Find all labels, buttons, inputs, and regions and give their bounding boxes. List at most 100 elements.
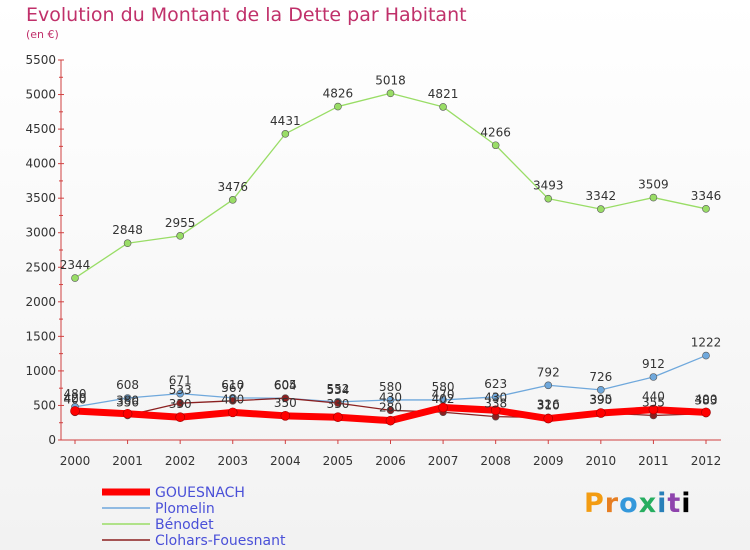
data-label: 2344	[60, 258, 91, 272]
proxiti-logo: Proxiti	[584, 488, 692, 519]
y-tick-label: 4500	[25, 122, 56, 136]
data-label: 430	[379, 390, 402, 404]
data-label: 383	[695, 394, 718, 408]
data-label: 400	[221, 392, 244, 406]
y-tick-label: 5500	[25, 53, 56, 67]
data-label: 350	[274, 396, 297, 410]
data-label: 3342	[586, 189, 617, 203]
y-tick-label: 0	[48, 433, 56, 447]
x-tick-label: 2002	[165, 454, 196, 468]
data-point	[176, 389, 184, 398]
data-point	[123, 239, 132, 248]
data-label: 420	[64, 391, 87, 405]
data-point	[702, 205, 710, 213]
data-label: 4266	[480, 125, 511, 139]
data-point	[333, 412, 343, 423]
data-label: 402	[432, 392, 455, 406]
data-point	[176, 232, 184, 240]
data-label: 330	[326, 397, 349, 411]
y-tick-label: 3500	[25, 191, 56, 205]
data-label: 792	[537, 365, 560, 379]
data-point	[281, 394, 290, 403]
data-point	[491, 393, 500, 401]
data-point	[649, 193, 658, 202]
data-label: 2955	[165, 216, 196, 230]
data-label: 330	[169, 397, 192, 411]
data-point	[334, 399, 342, 407]
y-tick-label: 2000	[25, 295, 56, 309]
data-point	[544, 381, 553, 390]
legend-label: Bénodet	[155, 517, 214, 533]
data-label: 533	[169, 383, 192, 397]
y-tick-label: 5000	[25, 88, 56, 102]
data-point	[228, 397, 237, 405]
data-label: 400	[695, 392, 718, 406]
data-point	[544, 194, 553, 203]
data-point	[438, 402, 448, 413]
data-point	[122, 408, 133, 419]
y-tick-label: 1500	[25, 329, 56, 343]
data-label: 380	[116, 394, 139, 408]
data-label: 623	[484, 377, 507, 391]
data-point	[543, 413, 554, 424]
data-label: 4821	[428, 87, 459, 101]
legend-label: GOUESNACH	[155, 485, 245, 501]
data-label: 4826	[323, 87, 354, 101]
data-label: 480	[64, 387, 87, 401]
data-label: 430	[484, 390, 507, 404]
data-label: 355	[642, 395, 665, 409]
data-point	[71, 274, 79, 282]
data-label: 470	[432, 388, 455, 402]
data-point	[228, 196, 237, 204]
data-point	[175, 412, 185, 423]
data-point	[596, 408, 606, 418]
y-tick-label: 500	[33, 398, 56, 412]
x-tick-label: 2007	[428, 454, 459, 468]
data-point	[386, 396, 395, 404]
data-label: 395	[589, 393, 612, 407]
data-label: 3476	[217, 180, 248, 194]
data-label: 400	[64, 392, 87, 406]
x-tick-label: 2000	[60, 454, 91, 468]
data-point	[123, 394, 132, 402]
data-label: 726	[589, 370, 612, 384]
data-label: 338	[484, 397, 507, 411]
data-label: 580	[379, 380, 402, 394]
data-point	[227, 407, 238, 418]
chart-subtitle: (en €)	[26, 28, 59, 41]
data-label: 605	[274, 378, 297, 392]
x-tick-label: 2004	[270, 454, 301, 468]
data-label: 1222	[691, 336, 722, 350]
x-tick-label: 2006	[375, 454, 406, 468]
data-point	[491, 141, 500, 150]
data-label: 552	[326, 382, 349, 396]
data-label: 390	[589, 393, 612, 407]
data-label: 912	[642, 357, 665, 371]
series-line-b-nodet	[74, 92, 707, 279]
data-point	[597, 205, 605, 213]
data-point	[70, 406, 80, 416]
data-label: 326	[537, 397, 560, 411]
x-tick-label: 2012	[691, 454, 722, 468]
data-point	[597, 386, 605, 394]
y-tick-label: 2500	[25, 260, 56, 274]
data-label: 280	[379, 401, 402, 415]
data-label: 2848	[112, 223, 143, 237]
data-point	[439, 103, 447, 111]
legend-label: Clohars-Fouesnant	[155, 533, 286, 549]
x-tick-label: 2005	[323, 454, 354, 468]
data-point	[334, 102, 342, 111]
data-point	[386, 89, 395, 98]
y-tick-label: 1000	[25, 364, 56, 378]
data-point	[280, 411, 291, 421]
x-tick-label: 2008	[480, 454, 511, 468]
data-label: 3346	[691, 189, 722, 203]
data-point	[386, 406, 395, 415]
chart-title: Evolution du Montant de la Dette par Hab…	[26, 4, 467, 26]
legend-label: Plomelin	[155, 501, 215, 517]
data-point	[701, 407, 711, 418]
data-label: 567	[221, 381, 244, 395]
data-point	[281, 130, 290, 138]
data-point	[702, 351, 710, 360]
data-label: 440	[642, 390, 665, 404]
